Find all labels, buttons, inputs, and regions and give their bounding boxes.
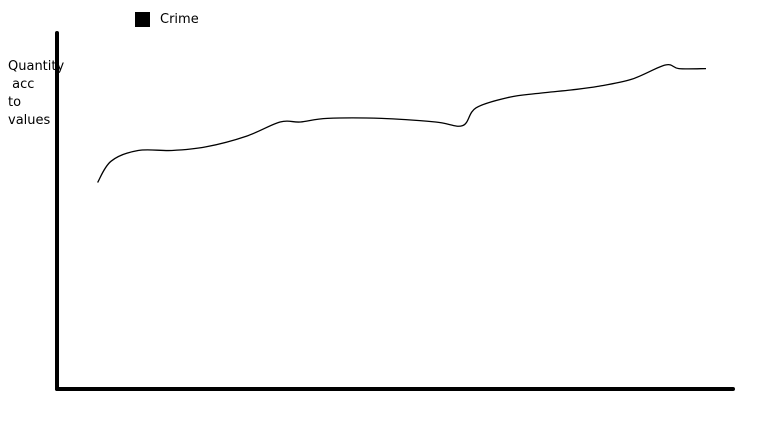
legend-swatch-crime — [135, 11, 150, 27]
y-axis-label-line-2: acc — [8, 77, 35, 92]
series-line-crime — [97, 63, 707, 183]
legend-label-crime: Crime — [160, 11, 199, 27]
y-axis-label-line-1: Quantity — [8, 59, 65, 74]
y-axis-label-line-3: to — [8, 95, 22, 110]
y-axis-label: Quantity acc to values — [8, 58, 64, 130]
y-axis-label-line-4: values — [8, 113, 51, 128]
legend: Crime — [135, 10, 199, 28]
series-layer — [97, 63, 707, 183]
